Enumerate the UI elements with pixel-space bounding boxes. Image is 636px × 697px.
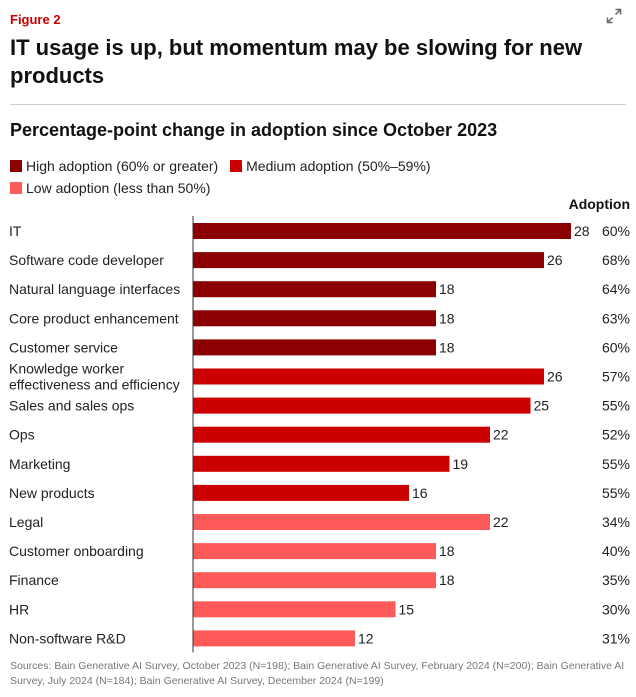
adoption-value: 57%: [602, 369, 630, 385]
bar: [193, 630, 355, 647]
adoption-value: 63%: [602, 310, 630, 326]
bar: [193, 601, 396, 618]
divider: [10, 104, 626, 105]
bar: [193, 514, 490, 530]
bar-value-label: 28: [574, 223, 590, 239]
legend-item-high: High adoption (60% or greater): [10, 155, 218, 177]
bar-value-label: 22: [493, 427, 509, 443]
adoption-value: 31%: [602, 630, 630, 646]
adoption-value: 64%: [602, 281, 630, 297]
bar: [193, 572, 436, 589]
legend-item-low: Low adoption (less than 50%): [10, 177, 210, 199]
expand-button[interactable]: [604, 6, 624, 26]
chart-title: Percentage-point change in adoption sinc…: [10, 120, 498, 140]
bar: [193, 543, 436, 560]
legend-swatch-low: [10, 182, 22, 194]
figure-label: Figure 2: [10, 12, 61, 27]
category-label: Ops: [9, 427, 35, 443]
adoption-value: 55%: [602, 456, 630, 472]
bar-value-label: 26: [547, 252, 563, 268]
legend-swatch-medium: [230, 160, 243, 172]
category-label: Software code developer: [9, 252, 164, 268]
bar-value-label: 12: [358, 630, 374, 646]
bar: [193, 281, 436, 298]
category-label: Finance: [9, 572, 59, 588]
bar: [193, 368, 544, 385]
legend: High adoption (60% or greater) Medium ad…: [10, 155, 480, 199]
bar: [193, 223, 571, 239]
category-label: Legal: [9, 514, 43, 530]
bar: [193, 397, 531, 414]
bar-value-label: 25: [534, 398, 550, 414]
bar-chart: IT 28 60% Software code developer 26 68% Natur…: [9, 216, 630, 653]
bar: [193, 339, 436, 356]
category-label: Customer onboarding: [9, 543, 144, 559]
adoption-value: 55%: [602, 485, 630, 501]
category-label: Knowledge worker: [9, 361, 125, 377]
bar-value-label: 18: [439, 281, 455, 297]
category-label: Non-software R&D: [9, 630, 126, 646]
bar: [193, 252, 544, 269]
bar-value-label: 26: [547, 369, 563, 385]
bar-value-label: 18: [439, 543, 455, 559]
expand-arrows-icon: [606, 8, 622, 24]
bar: [193, 426, 490, 443]
category-label: Customer service: [9, 339, 118, 355]
adoption-value: 34%: [602, 514, 630, 530]
sources-note: Sources: Bain Generative AI Survey, Octo…: [10, 660, 625, 687]
bar: [193, 484, 409, 501]
adoption-value: 40%: [602, 543, 630, 559]
bar-value-label: 19: [453, 456, 469, 472]
bar: [193, 455, 450, 472]
category-label: IT: [9, 223, 22, 239]
category-label: Marketing: [9, 456, 70, 472]
bar-value-label: 18: [439, 572, 455, 588]
adoption-value: 30%: [602, 601, 630, 617]
adoption-value: 35%: [602, 572, 630, 588]
legend-label-high: High adoption (60% or greater): [26, 158, 219, 174]
adoption-value: 55%: [602, 398, 630, 414]
category-label: effectiveness and efficiency: [9, 377, 180, 393]
category-label: HR: [9, 601, 29, 617]
adoption-value: 60%: [602, 223, 630, 239]
bar-value-label: 22: [493, 514, 509, 530]
bar-value-label: 16: [412, 485, 428, 501]
legend-swatch-high: [10, 160, 22, 172]
legend-label-medium: Medium adoption (50%–59%): [246, 158, 431, 174]
bar-value-label: 18: [439, 310, 455, 326]
category-label: New products: [9, 485, 95, 501]
bar-value-label: 15: [399, 601, 415, 617]
category-label: Core product enhancement: [9, 310, 179, 326]
legend-item-medium: Medium adoption (50%–59%): [230, 155, 431, 177]
adoption-value: 68%: [602, 252, 630, 268]
legend-label-low: Low adoption (less than 50%): [26, 180, 211, 196]
headline: IT usage is up, but momentum may be slow…: [10, 35, 583, 88]
category-label: Natural language interfaces: [9, 281, 180, 297]
adoption-value: 52%: [602, 427, 630, 443]
category-label: Sales and sales ops: [9, 398, 134, 414]
adoption-value: 60%: [602, 339, 630, 355]
adoption-header: Adoption: [568, 196, 630, 212]
bar: [193, 310, 436, 327]
bar-value-label: 18: [439, 339, 455, 355]
